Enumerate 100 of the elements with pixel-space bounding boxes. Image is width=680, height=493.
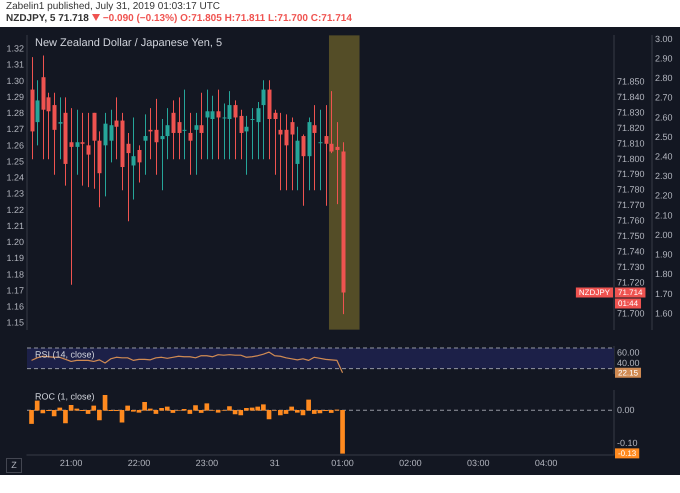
y2-tick-label: 1.29	[6, 92, 24, 102]
candlestick	[284, 114, 288, 191]
candlestick	[278, 112, 282, 191]
candlestick	[240, 109, 244, 160]
y-tick-label: 71.800	[617, 154, 645, 164]
candlestick	[182, 89, 186, 160]
chart-title: ROC (1, close)	[35, 391, 95, 402]
y2-tick-label: 1.23	[6, 188, 24, 199]
y2-tick-label: 1.30	[6, 76, 24, 86]
candlestick	[144, 114, 148, 176]
y2-tick-label: 1.15	[6, 318, 24, 328]
text: −0.090 (−0.13%) O:71.805 H:71.811 L:71.700 C:71.714	[102, 13, 352, 24]
candlestick	[166, 108, 170, 160]
y3-tick-label: 2.10	[655, 210, 673, 220]
annotation: NZDJPY	[578, 288, 611, 298]
y-tick-label: 71.780	[617, 184, 645, 195]
candlestick	[262, 80, 266, 160]
y2-tick-label: 1.25	[6, 156, 24, 166]
candlestick	[76, 109, 80, 176]
y-tick-label: 71.740	[617, 246, 645, 257]
y2-tick-label: 1.19	[6, 253, 24, 264]
y2-tick-label: 1.22	[6, 204, 24, 215]
y2-tick-label: 1.26	[6, 140, 24, 150]
y-tick-label: 71.760	[617, 216, 645, 226]
y-tick-label: 60.00	[617, 348, 640, 358]
x-tick-label: 22:00	[128, 458, 150, 468]
x-tick-label: 02:00	[399, 458, 422, 468]
y2-tick-label: 1.16	[6, 302, 24, 312]
candlestick	[154, 98, 158, 176]
y2-tick-label: 1.21	[6, 220, 24, 231]
candlestick	[330, 90, 334, 154]
y2-tick-label: 1.31	[6, 60, 24, 70]
text: NZDJPY, 5 71.718	[6, 13, 89, 24]
x-tick-label: 21:00	[60, 458, 82, 468]
y-tick-label: 71.820	[617, 122, 645, 133]
candlestick	[216, 89, 220, 160]
candlestick	[126, 132, 130, 222]
y3-tick-label: 2.80	[655, 73, 673, 84]
y3-tick-label: 2.00	[655, 230, 673, 240]
y3-tick-label: 1.80	[655, 269, 673, 280]
text: -0.13	[618, 449, 637, 458]
y2-tick-label: 1.20	[6, 237, 24, 248]
candlestick	[324, 104, 328, 206]
candlestick	[178, 96, 182, 160]
y-tick-label: 71.750	[617, 231, 645, 242]
y-tick-label: 71.790	[617, 169, 645, 180]
y2-tick-label: 1.32	[6, 44, 24, 54]
y2-tick-label: 1.17	[6, 285, 24, 296]
candlestick	[138, 144, 142, 183]
y3-tick-label: 2.90	[655, 53, 673, 64]
y3-tick-label: 2.60	[655, 112, 673, 122]
y-tick-label: 0.00	[617, 404, 635, 415]
y2-tick-label: 1.18	[6, 269, 24, 280]
candlestick	[148, 108, 152, 160]
y-tick-label: 40.00	[617, 358, 640, 368]
y3-tick-label: 1.70	[655, 288, 673, 299]
y-tick-label: 71.840	[617, 92, 645, 102]
candlestick	[86, 112, 90, 188]
candlestick	[318, 109, 322, 191]
text: 22.15	[618, 368, 639, 378]
y-tick-label: 71.720	[617, 278, 645, 288]
candlestick	[104, 112, 108, 197]
candlestick	[132, 116, 136, 200]
y-tick-label: -0.10	[617, 438, 638, 448]
y3-tick-label: 2.50	[655, 132, 673, 142]
candlestick	[250, 108, 254, 160]
x-tick-label: 01:00	[331, 458, 354, 468]
candlestick	[114, 96, 118, 160]
candlestick	[244, 115, 248, 176]
x-tick-label: 04:00	[534, 458, 558, 468]
candlestick	[110, 109, 114, 163]
candlestick	[296, 126, 300, 191]
text: Z	[6, 458, 22, 473]
text: 71.714	[618, 288, 644, 298]
candlestick	[160, 118, 164, 191]
y2-tick-label: 1.27	[6, 124, 24, 134]
y2-tick-label: 1.28	[6, 108, 24, 118]
candlestick	[58, 96, 62, 160]
y-tick-label: 71.770	[617, 200, 645, 210]
y3-tick-label: 2.20	[655, 190, 673, 201]
y-tick-label: 71.830	[617, 107, 645, 118]
y-tick-label: 71.730	[617, 262, 645, 272]
y3-tick-label: 2.30	[655, 171, 673, 182]
y3-tick-label: 2.70	[655, 92, 673, 103]
candlestick	[312, 104, 316, 191]
y3-tick-label: 1.60	[655, 308, 673, 318]
candlestick	[336, 122, 340, 205]
candlestick	[274, 109, 278, 176]
x-tick-label: 31	[270, 458, 280, 468]
y3-tick-label: 2.40	[655, 151, 673, 162]
text: Zabelin1 published, July 31, 2019 01:03:17 UTC	[6, 1, 222, 13]
chart-title: New Zealand Dollar / Japanese Yen, 5	[35, 36, 222, 49]
candlestick	[194, 112, 198, 176]
x-tick-label: 03:00	[467, 458, 490, 468]
y-tick-label: 71.700	[617, 308, 645, 319]
candlestick	[302, 134, 306, 206]
candlestick	[80, 112, 84, 186]
y-tick-label: 71.810	[617, 138, 645, 148]
candlestick	[70, 108, 74, 286]
candlestick	[256, 101, 260, 160]
